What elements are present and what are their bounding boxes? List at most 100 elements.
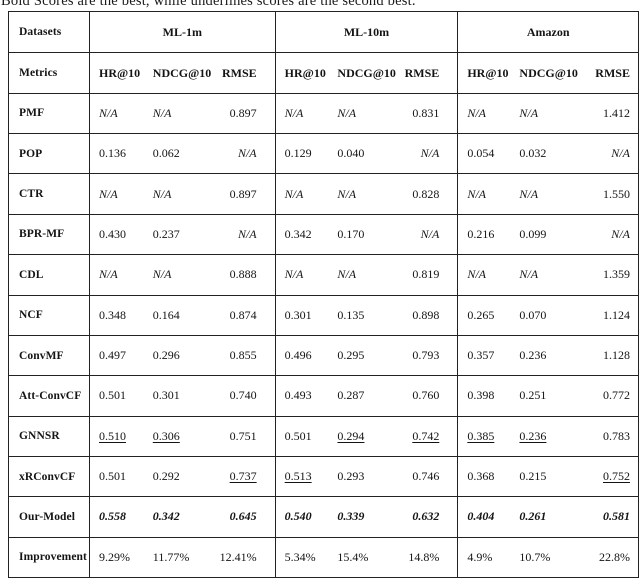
value-cell: 0.398 [467,388,495,403]
value-cell: 0.888 [229,267,257,282]
value-cell: 0.496 [284,348,312,363]
model-label-pmf: PMF [9,92,89,133]
values-ml-10m-cdl: N/A N/A 0.819 [274,254,458,295]
value-cell: N/A [284,267,304,282]
value-cell: 0.135 [337,307,365,322]
value-cell: N/A [467,267,486,282]
value-cell: 0.129 [284,146,312,161]
metric-header-hr10: HR@10 [284,65,326,80]
value-cell: 0.510 [99,428,126,443]
value-cell: 0.293 [337,469,365,484]
values-ml-1m-gnnsr: 0.510 0.306 0.751 [89,415,275,456]
value-cell: N/A [519,267,539,282]
value-cell: 11.77% [152,549,190,564]
value-cell: N/A [337,267,357,282]
value-cell: N/A [337,186,357,201]
model-label-att-convcf: Att-ConvCF [9,375,89,415]
values-ml-10m-convmf: 0.496 0.295 0.793 [274,334,458,376]
values-ml-1m-pmf: N/A N/A 0.897 [89,92,275,134]
value-cell: N/A [152,267,172,282]
value-cell: 0.170 [337,226,365,241]
values-ml-1m-ctr: N/A N/A 0.897 [89,173,275,214]
model-label-xrconvcf: xRConvCF [9,455,89,496]
value-cell: 5.34% [284,549,316,564]
value-cell: N/A [152,105,172,120]
metric-headers-ml-1m: HR@10 NDCG@10 RMSE [89,52,275,93]
values-ml-1m-cdl: N/A N/A 0.888 [89,254,275,295]
value-cell: 0.032 [519,146,547,161]
value-cell: 0.295 [337,348,365,363]
value-cell: N/A [99,186,118,201]
value-cell: 0.040 [337,146,365,161]
value-cell: 0.261 [519,509,547,524]
values-amazon-xrconvcf: 0.368 0.215 0.752 [457,455,638,497]
value-cell: 1.359 [602,267,630,282]
table-caption: Bold Scores are the best, while underlin… [1,0,416,9]
value-cell: 0.742 [412,428,440,443]
values-ml-10m-pop: 0.129 0.040 N/A [274,133,458,174]
value-cell: 0.874 [229,307,257,322]
model-label-ctr: CTR [9,173,89,213]
value-cell: 0.292 [152,469,180,484]
value-cell: 0.819 [412,267,440,282]
values-ml-10m-xrconvcf: 0.513 0.293 0.746 [274,455,458,497]
values-ml-1m-xrconvcf: 0.501 0.292 0.737 [89,455,275,497]
value-cell: 0.348 [99,307,126,322]
value-cell: 15.4% [337,549,369,564]
value-cell: 22.8% [598,549,630,564]
value-cell: 0.236 [519,348,547,363]
value-cell: 0.368 [467,469,495,484]
values-ml-1m-pop: 0.136 0.062 N/A [89,133,275,174]
value-cell: 0.294 [337,428,365,443]
metric-header-hr10: HR@10 [99,65,141,80]
value-cell: 4.9% [467,549,493,564]
model-label-convmf: ConvMF [9,334,89,375]
value-cell: 0.831 [412,105,440,120]
values-amazon-convmf: 0.357 0.236 1.128 [457,334,638,376]
value-cell: 0.099 [519,226,547,241]
model-label-our-model: Our-Model [9,496,89,536]
values-ml-1m-att-convcf: 0.501 0.301 0.740 [89,375,275,416]
values-ml-10m-improvement: 5.34% 15.4% 14.8% [274,536,458,577]
values-amazon-cdl: N/A N/A 1.359 [457,254,638,295]
value-cell: 0.237 [152,226,180,241]
values-amazon-pop: 0.054 0.032 N/A [457,133,638,174]
metric-headers-ml-10m: HR@10 NDCG@10 RMSE [274,52,458,93]
value-cell: 0.752 [602,469,630,484]
value-cell: N/A [420,146,440,161]
value-cell: 0.342 [284,226,312,241]
metric-header-rmse: RMSE [595,65,630,80]
model-label-gnnsr: GNNSR [9,415,89,456]
value-cell: 14.8% [408,549,440,564]
value-cell: N/A [284,105,304,120]
value-cell: 0.501 [99,469,126,484]
value-cell: 0.540 [284,509,312,524]
value-cell: 0.828 [412,186,440,201]
value-cell: 0.793 [412,348,440,363]
metric-header-ndcg10: NDCG@10 [152,65,212,80]
value-cell: 0.501 [284,428,312,443]
value-cell: 0.301 [284,307,312,322]
group-header-ml-1m: ML-1m [89,12,275,53]
value-cell: 0.287 [337,388,365,403]
metric-header-ndcg10: NDCG@10 [337,65,396,80]
values-ml-1m-ncf: 0.348 0.164 0.874 [89,294,275,335]
value-cell: 0.236 [519,428,547,443]
metric-header-ndcg10: NDCG@10 [519,65,578,80]
value-cell: 0.070 [519,307,547,322]
value-cell: 0.216 [467,226,495,241]
values-amazon-bpr-mf: 0.216 0.099 N/A [457,213,638,255]
value-cell: 0.164 [152,307,180,322]
value-cell: 1.128 [602,348,630,363]
value-cell: 0.385 [467,428,495,443]
value-cell: 1.412 [602,105,630,120]
value-cell: 0.737 [229,469,257,484]
value-cell: 1.124 [602,307,630,322]
value-cell: N/A [611,226,630,241]
value-cell: 0.760 [412,388,440,403]
model-label-bpr-mf: BPR-MF [9,213,89,254]
value-cell: 0.513 [284,469,312,484]
value-cell: 0.581 [602,509,630,524]
values-amazon-our-model: 0.404 0.261 0.581 [457,496,638,537]
